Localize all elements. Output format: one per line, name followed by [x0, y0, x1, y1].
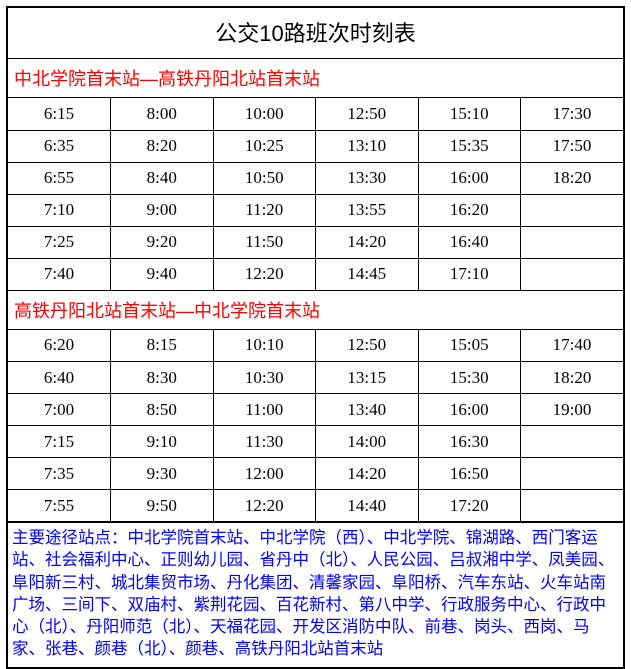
table-row: 7:008:5011:0013:4016:0019:00: [8, 394, 623, 426]
time-cell: 16:20: [418, 194, 521, 226]
time-cell: 7:40: [8, 258, 111, 290]
page-title: 公交10路班次时刻表: [8, 8, 623, 59]
time-cell: 13:55: [316, 194, 419, 226]
time-cell: 16:40: [418, 226, 521, 258]
time-cell: 6:40: [8, 362, 111, 394]
time-cell: 7:25: [8, 226, 111, 258]
table-row: 6:408:3010:3013:1515:3018:20: [8, 362, 623, 394]
time-cell: 14:40: [316, 490, 419, 522]
time-cell: 13:15: [316, 362, 419, 394]
time-cell: [521, 490, 624, 522]
table-row: 7:259:2011:5014:2016:40: [8, 226, 623, 258]
time-cell: 12:50: [316, 330, 419, 362]
route2-table: 6:208:1510:1012:5015:0517:406:408:3010:3…: [8, 330, 623, 523]
time-cell: 6:35: [8, 130, 111, 162]
time-cell: 13:10: [316, 130, 419, 162]
time-cell: 8:00: [111, 98, 214, 130]
time-cell: 13:30: [316, 162, 419, 194]
timetable-container: 公交10路班次时刻表 中北学院首末站—高铁丹阳北站首末站 6:158:0010:…: [6, 6, 625, 669]
time-cell: 9:10: [111, 426, 214, 458]
time-cell: 11:30: [213, 426, 316, 458]
table-row: 7:559:5012:2014:4017:20: [8, 490, 623, 522]
time-cell: 6:55: [8, 162, 111, 194]
time-cell: 6:20: [8, 330, 111, 362]
station-notes: 主要途径站点：中北学院首末站、中北学院（西）、中北学院、锦湖路、西门客运站、社会…: [8, 522, 623, 667]
time-cell: 8:30: [111, 362, 214, 394]
time-cell: 8:15: [111, 330, 214, 362]
time-cell: 9:40: [111, 258, 214, 290]
time-cell: 14:45: [316, 258, 419, 290]
time-cell: 16:00: [418, 394, 521, 426]
time-cell: 7:35: [8, 458, 111, 490]
table-row: 7:409:4012:2014:4517:10: [8, 258, 623, 290]
table-row: 6:158:0010:0012:5015:1017:30: [8, 98, 623, 130]
time-cell: 16:50: [418, 458, 521, 490]
time-cell: 15:30: [418, 362, 521, 394]
time-cell: 8:50: [111, 394, 214, 426]
time-cell: 14:20: [316, 226, 419, 258]
route1-table: 6:158:0010:0012:5015:1017:306:358:2010:2…: [8, 98, 623, 291]
time-cell: [521, 258, 624, 290]
time-cell: 9:30: [111, 458, 214, 490]
time-cell: 11:50: [213, 226, 316, 258]
time-cell: 12:20: [213, 258, 316, 290]
time-cell: 6:15: [8, 98, 111, 130]
time-cell: 15:35: [418, 130, 521, 162]
time-cell: 10:00: [213, 98, 316, 130]
time-cell: 17:10: [418, 258, 521, 290]
time-cell: 10:30: [213, 362, 316, 394]
route2-header: 高铁丹阳北站首末站—中北学院首末站: [8, 291, 623, 330]
time-cell: 10:25: [213, 130, 316, 162]
time-cell: 18:20: [521, 362, 624, 394]
time-cell: 12:00: [213, 458, 316, 490]
time-cell: 8:20: [111, 130, 214, 162]
table-row: 6:558:4010:5013:3016:0018:20: [8, 162, 623, 194]
time-cell: 12:20: [213, 490, 316, 522]
table-row: 7:159:1011:3014:0016:30: [8, 426, 623, 458]
time-cell: 9:00: [111, 194, 214, 226]
time-cell: 17:50: [521, 130, 624, 162]
time-cell: [521, 194, 624, 226]
time-cell: 11:20: [213, 194, 316, 226]
time-cell: 15:05: [418, 330, 521, 362]
time-cell: 9:20: [111, 226, 214, 258]
time-cell: 14:00: [316, 426, 419, 458]
time-cell: 14:20: [316, 458, 419, 490]
time-cell: 8:40: [111, 162, 214, 194]
time-cell: 7:55: [8, 490, 111, 522]
table-row: 6:208:1510:1012:5015:0517:40: [8, 330, 623, 362]
time-cell: 19:00: [521, 394, 624, 426]
time-cell: 10:50: [213, 162, 316, 194]
time-cell: 16:00: [418, 162, 521, 194]
time-cell: 11:00: [213, 394, 316, 426]
time-cell: 15:10: [418, 98, 521, 130]
time-cell: 17:30: [521, 98, 624, 130]
time-cell: 7:00: [8, 394, 111, 426]
route1-header: 中北学院首末站—高铁丹阳北站首末站: [8, 59, 623, 98]
time-cell: [521, 458, 624, 490]
time-cell: 18:20: [521, 162, 624, 194]
time-cell: 9:50: [111, 490, 214, 522]
time-cell: 17:20: [418, 490, 521, 522]
time-cell: [521, 226, 624, 258]
table-row: 7:359:3012:0014:2016:50: [8, 458, 623, 490]
time-cell: 16:30: [418, 426, 521, 458]
time-cell: 13:40: [316, 394, 419, 426]
time-cell: 12:50: [316, 98, 419, 130]
table-row: 6:358:2010:2513:1015:3517:50: [8, 130, 623, 162]
time-cell: 17:40: [521, 330, 624, 362]
time-cell: 7:15: [8, 426, 111, 458]
time-cell: [521, 426, 624, 458]
table-row: 7:109:0011:2013:5516:20: [8, 194, 623, 226]
time-cell: 10:10: [213, 330, 316, 362]
time-cell: 7:10: [8, 194, 111, 226]
